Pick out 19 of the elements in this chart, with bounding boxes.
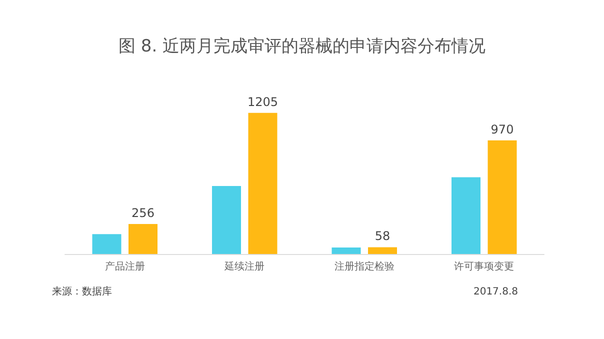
- data-label: 58: [374, 229, 390, 244]
- bar: [248, 112, 278, 254]
- bar: [452, 177, 480, 254]
- source-note: 来源：数据库: [52, 286, 112, 298]
- data-label: 970: [490, 122, 514, 136]
- x-tick-label: 许可事项变更: [454, 260, 514, 272]
- bar: [92, 234, 122, 254]
- data-label: 1205: [247, 94, 278, 109]
- text: 2017.8.8: [473, 286, 518, 298]
- bar: [488, 140, 517, 254]
- chart-title: 图 8. 近两月完成审评的器械的申请内容分布情况: [118, 36, 486, 56]
- bar: [128, 224, 158, 254]
- x-tick-label: 延续注册: [224, 260, 265, 272]
- x-tick-label: 注册指定检验: [334, 260, 394, 272]
- x-tick-label: 产品注册: [104, 260, 145, 272]
- bar: [332, 248, 361, 254]
- bar: [368, 247, 397, 254]
- data-label: 256: [132, 206, 154, 220]
- bar: [212, 186, 241, 254]
